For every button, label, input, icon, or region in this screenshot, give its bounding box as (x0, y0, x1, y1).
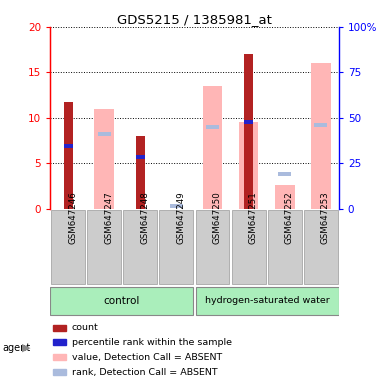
Bar (244, 120, 253, 124)
Bar (53, 369, 66, 375)
FancyBboxPatch shape (196, 287, 339, 315)
Text: GSM647251: GSM647251 (249, 192, 258, 244)
FancyBboxPatch shape (159, 210, 193, 284)
FancyBboxPatch shape (304, 210, 338, 284)
FancyBboxPatch shape (51, 210, 85, 284)
Bar (239, 122, 258, 209)
Text: agent: agent (2, 343, 30, 353)
Bar (136, 155, 145, 159)
Bar (206, 125, 219, 129)
Text: GSM647253: GSM647253 (321, 192, 330, 244)
Bar (275, 185, 295, 209)
Bar (244, 54, 253, 209)
FancyBboxPatch shape (268, 210, 301, 284)
Text: GSM647249: GSM647249 (176, 192, 186, 244)
Bar (64, 102, 72, 209)
Text: percentile rank within the sample: percentile rank within the sample (72, 338, 232, 347)
Bar (64, 144, 72, 148)
Text: GSM647248: GSM647248 (140, 192, 149, 244)
Text: value, Detection Call = ABSENT: value, Detection Call = ABSENT (72, 353, 222, 362)
FancyBboxPatch shape (123, 210, 157, 284)
Bar (136, 136, 145, 209)
Bar (203, 86, 223, 209)
FancyBboxPatch shape (50, 287, 193, 315)
Bar (53, 324, 66, 331)
Text: rank, Detection Call = ABSENT: rank, Detection Call = ABSENT (72, 367, 217, 377)
Text: ▶: ▶ (22, 343, 31, 353)
FancyBboxPatch shape (87, 210, 121, 284)
Title: GDS5215 / 1385981_at: GDS5215 / 1385981_at (117, 13, 272, 26)
Text: control: control (103, 296, 139, 306)
Bar (98, 132, 110, 136)
Text: hydrogen-saturated water: hydrogen-saturated water (205, 296, 330, 305)
Text: GSM647250: GSM647250 (213, 192, 221, 244)
Text: GSM647246: GSM647246 (68, 192, 77, 244)
FancyBboxPatch shape (196, 210, 229, 284)
Bar (170, 204, 183, 208)
Bar (94, 109, 114, 209)
Bar (311, 63, 331, 209)
Bar (314, 123, 327, 127)
Bar (278, 172, 291, 176)
Text: count: count (72, 323, 99, 332)
Text: GSM647252: GSM647252 (285, 192, 294, 244)
Bar (53, 339, 66, 346)
Bar (53, 354, 66, 360)
Text: GSM647247: GSM647247 (104, 192, 113, 244)
FancyBboxPatch shape (232, 210, 266, 284)
